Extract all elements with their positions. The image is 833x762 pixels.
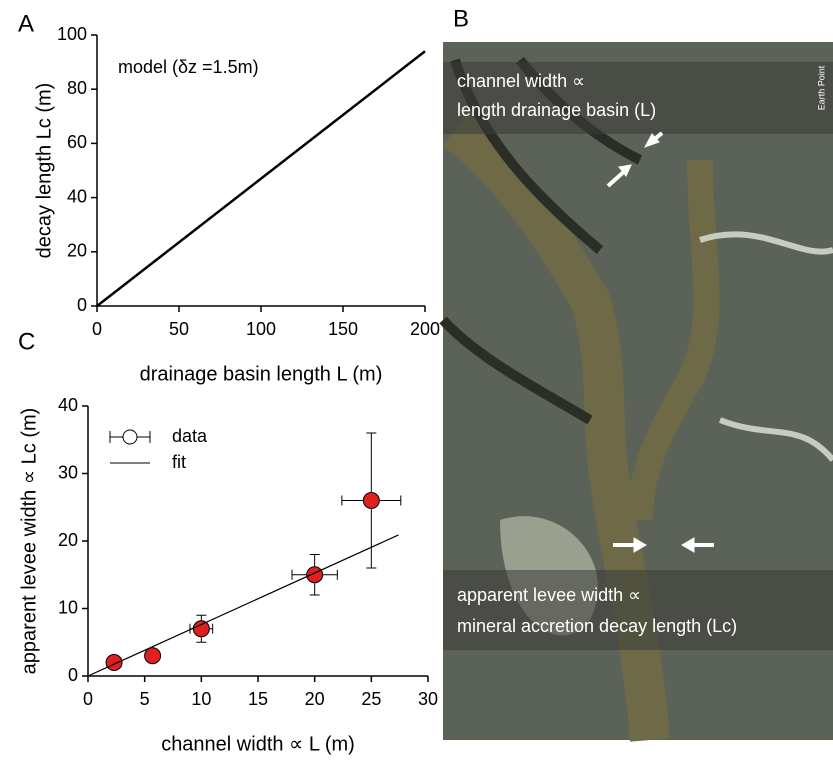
x-tick-label: 25 xyxy=(361,689,381,709)
x-tick-label: 15 xyxy=(248,689,268,709)
image-annotation: channel width ∝ xyxy=(457,71,585,91)
point xyxy=(144,647,162,665)
annotation: model (δz =1.5m) xyxy=(118,57,259,77)
x-tick-label: 10 xyxy=(191,689,211,709)
photo: channel width ∝ length drainage basin (L… xyxy=(439,42,833,742)
panel-label: A xyxy=(18,10,34,37)
y-tick-label: 80 xyxy=(67,78,87,98)
point xyxy=(105,654,123,671)
x-tick-label: 0 xyxy=(92,319,102,339)
image-annotation: apparent levee width ∝ xyxy=(457,585,641,605)
arrows xyxy=(606,131,714,553)
y-tick-label: 20 xyxy=(58,530,78,550)
legend-symbol xyxy=(122,429,138,445)
y-tick-label: 30 xyxy=(58,462,78,482)
y-tick-label: 100 xyxy=(57,24,87,44)
fit-line xyxy=(87,534,399,677)
y-tick-label: 40 xyxy=(67,186,87,206)
x-tick-label: 200 xyxy=(410,319,440,339)
y-tick-label: 40 xyxy=(58,395,78,415)
y-tick-label: 20 xyxy=(67,241,87,261)
x-tick-label: 150 xyxy=(328,319,358,339)
x-tick-label: 100 xyxy=(246,319,276,339)
y-axis-label: decay length Lc (m) xyxy=(33,83,55,259)
x-tick-label: 5 xyxy=(140,689,150,709)
x-tick-label: 50 xyxy=(169,319,189,339)
point xyxy=(362,492,380,509)
x-tick-label: 0 xyxy=(83,689,93,709)
x-tick-label: 30 xyxy=(418,689,438,709)
panel-label: C xyxy=(18,328,35,355)
legend-label: fit xyxy=(172,452,186,472)
image-annotation: mineral accretion decay length (Lc) xyxy=(457,616,737,636)
image-credit: Earth Point xyxy=(816,65,826,110)
y-axis-label: apparent levee width ∝ Lc (m) xyxy=(18,408,40,675)
image-annotation: length drainage basin (L) xyxy=(457,100,656,120)
panel-label: B xyxy=(453,5,469,32)
y-tick-label: 0 xyxy=(68,665,78,685)
x-axis-label: channel width ∝ L (m) xyxy=(161,733,355,755)
x-tick-label: 20 xyxy=(305,689,325,709)
y-tick-label: 60 xyxy=(67,132,87,152)
line xyxy=(96,50,426,307)
point xyxy=(306,566,324,584)
y-tick-label: 10 xyxy=(58,597,78,617)
point xyxy=(192,620,210,638)
legend-label: data xyxy=(172,426,208,446)
x-axis-label: drainage basin length L (m) xyxy=(140,363,383,385)
y-tick-label: 0 xyxy=(77,295,87,315)
